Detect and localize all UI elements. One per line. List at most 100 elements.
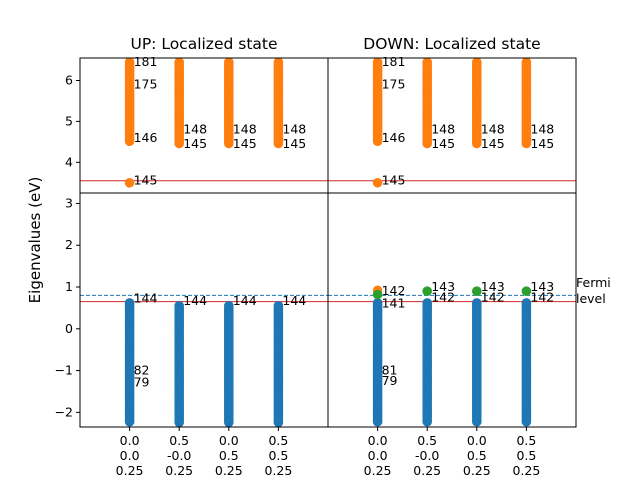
panel-title: DOWN: Localized state (363, 35, 540, 53)
x-tick-label: 0.25 (116, 463, 144, 478)
occupied-state-point (224, 417, 234, 427)
state-index-label: 144 (233, 293, 257, 308)
unoccupied-state-point (174, 138, 184, 149)
state-index-label: 145 (183, 136, 207, 151)
state-index-label: 148 (233, 122, 257, 137)
state-index-label: 143 (530, 279, 554, 294)
state-index-label: 175 (382, 77, 406, 92)
x-tick-label: 0.25 (215, 463, 243, 478)
x-tick-label: 0.5 (219, 448, 239, 463)
panel-plot-area (328, 58, 576, 427)
state-index-label: 142 (481, 289, 505, 304)
state-index-label: 142 (431, 289, 455, 304)
fermi-level-label-line1: Fermi (576, 275, 611, 290)
occupied-state-point (124, 369, 135, 380)
fermi-level-label-line2: level (576, 291, 606, 306)
y-tick-label: 6 (65, 73, 73, 88)
state-index-label: 79 (134, 374, 150, 389)
state-index-label: 148 (282, 122, 306, 137)
y-tick-label: 1 (65, 279, 73, 294)
x-tick-label: -0.0 (167, 448, 191, 463)
x-tick-label: 0.25 (512, 463, 540, 478)
x-tick-label: 0.5 (268, 433, 288, 448)
unoccupied-state-point (372, 136, 383, 147)
x-tick-label: 0.25 (463, 463, 491, 478)
y-tick-label: 2 (65, 237, 73, 252)
unoccupied-state-point (273, 138, 284, 149)
y-tick-label: −2 (55, 404, 73, 419)
unoccupied-state-point (372, 177, 383, 188)
x-tick-label: 0.25 (264, 463, 292, 478)
occupied-state-point (422, 416, 433, 427)
state-index-label: 148 (530, 122, 554, 137)
x-tick-label: 0.0 (219, 433, 239, 448)
x-tick-label: 0.5 (467, 448, 487, 463)
x-tick-label: 0.25 (413, 463, 441, 478)
y-tick-label: 3 (65, 195, 73, 210)
state-index-label: 148 (481, 122, 505, 137)
y-tick-label: 0 (65, 321, 73, 336)
panel-1: 1811751461451421418179148145143142148145… (327, 35, 577, 478)
state-index-label: 82 (134, 363, 150, 378)
occupied-state-point (273, 417, 284, 427)
unoccupied-state-point (422, 138, 433, 149)
occupied-state-point (174, 417, 184, 427)
state-index-label: 145 (382, 173, 406, 188)
unoccupied-state-point (124, 177, 135, 188)
x-tick-label: 0.0 (368, 448, 388, 463)
occupied-state-point (521, 416, 532, 427)
y-tick-label: 4 (65, 154, 73, 169)
x-tick-label: 0.5 (169, 433, 189, 448)
state-index-label: 145 (530, 136, 554, 151)
state-index-label: 148 (431, 122, 455, 137)
unoccupied-state-point (124, 136, 135, 147)
state-index-label: 181 (134, 54, 158, 69)
panel-plot-area (80, 58, 328, 427)
y-tick-label: −1 (55, 363, 73, 378)
defect-state-point (372, 289, 383, 300)
x-tick-label: 0.5 (516, 433, 536, 448)
occupied-state-point (124, 416, 135, 427)
occupied-state-point (472, 416, 482, 427)
unoccupied-state-point (472, 138, 482, 149)
state-index-label: 142 (382, 283, 406, 298)
state-index-label: 148 (183, 122, 207, 137)
unoccupied-state-point (521, 138, 532, 149)
x-tick-label: 0.25 (364, 463, 392, 478)
occupied-state-point (372, 416, 383, 427)
state-index-label: 144 (134, 291, 158, 306)
state-index-label: 181 (382, 54, 406, 69)
x-tick-label: 0.5 (268, 448, 288, 463)
state-index-label: 145 (282, 136, 306, 151)
state-index-label: 175 (134, 77, 158, 92)
state-index-label: 146 (134, 130, 158, 145)
defect-state-point (472, 286, 482, 296)
state-index-label: 145 (233, 136, 257, 151)
x-tick-label: 0.5 (516, 448, 536, 463)
defect-state-point (521, 286, 532, 296)
state-index-label: 141 (382, 296, 406, 311)
panel-title: UP: Localized state (130, 35, 277, 53)
y-tick-label: 5 (65, 113, 73, 128)
y-axis-label: Eigenvalues (eV) (26, 177, 44, 304)
state-index-label: 81 (382, 363, 398, 378)
occupied-state-point (372, 369, 383, 380)
state-index-label: 145 (431, 136, 455, 151)
state-index-label: 143 (481, 279, 505, 294)
x-tick-label: -0.0 (415, 448, 439, 463)
state-index-label: 142 (530, 289, 554, 304)
defect-state-point (422, 286, 433, 296)
panel-0: 1811751461451448279148145144148145144148… (55, 35, 329, 478)
plots-layer: 1811751461451448279148145144148145144148… (55, 35, 577, 478)
state-index-label: 145 (134, 173, 158, 188)
state-index-label: 145 (481, 136, 505, 151)
state-index-label: 146 (382, 130, 406, 145)
x-tick-label: 0.0 (120, 433, 140, 448)
unoccupied-state-point (224, 138, 234, 149)
state-index-label: 143 (431, 279, 455, 294)
state-index-label: 144 (183, 293, 207, 308)
panel-frame (327, 57, 577, 428)
x-tick-label: 0.25 (165, 463, 193, 478)
